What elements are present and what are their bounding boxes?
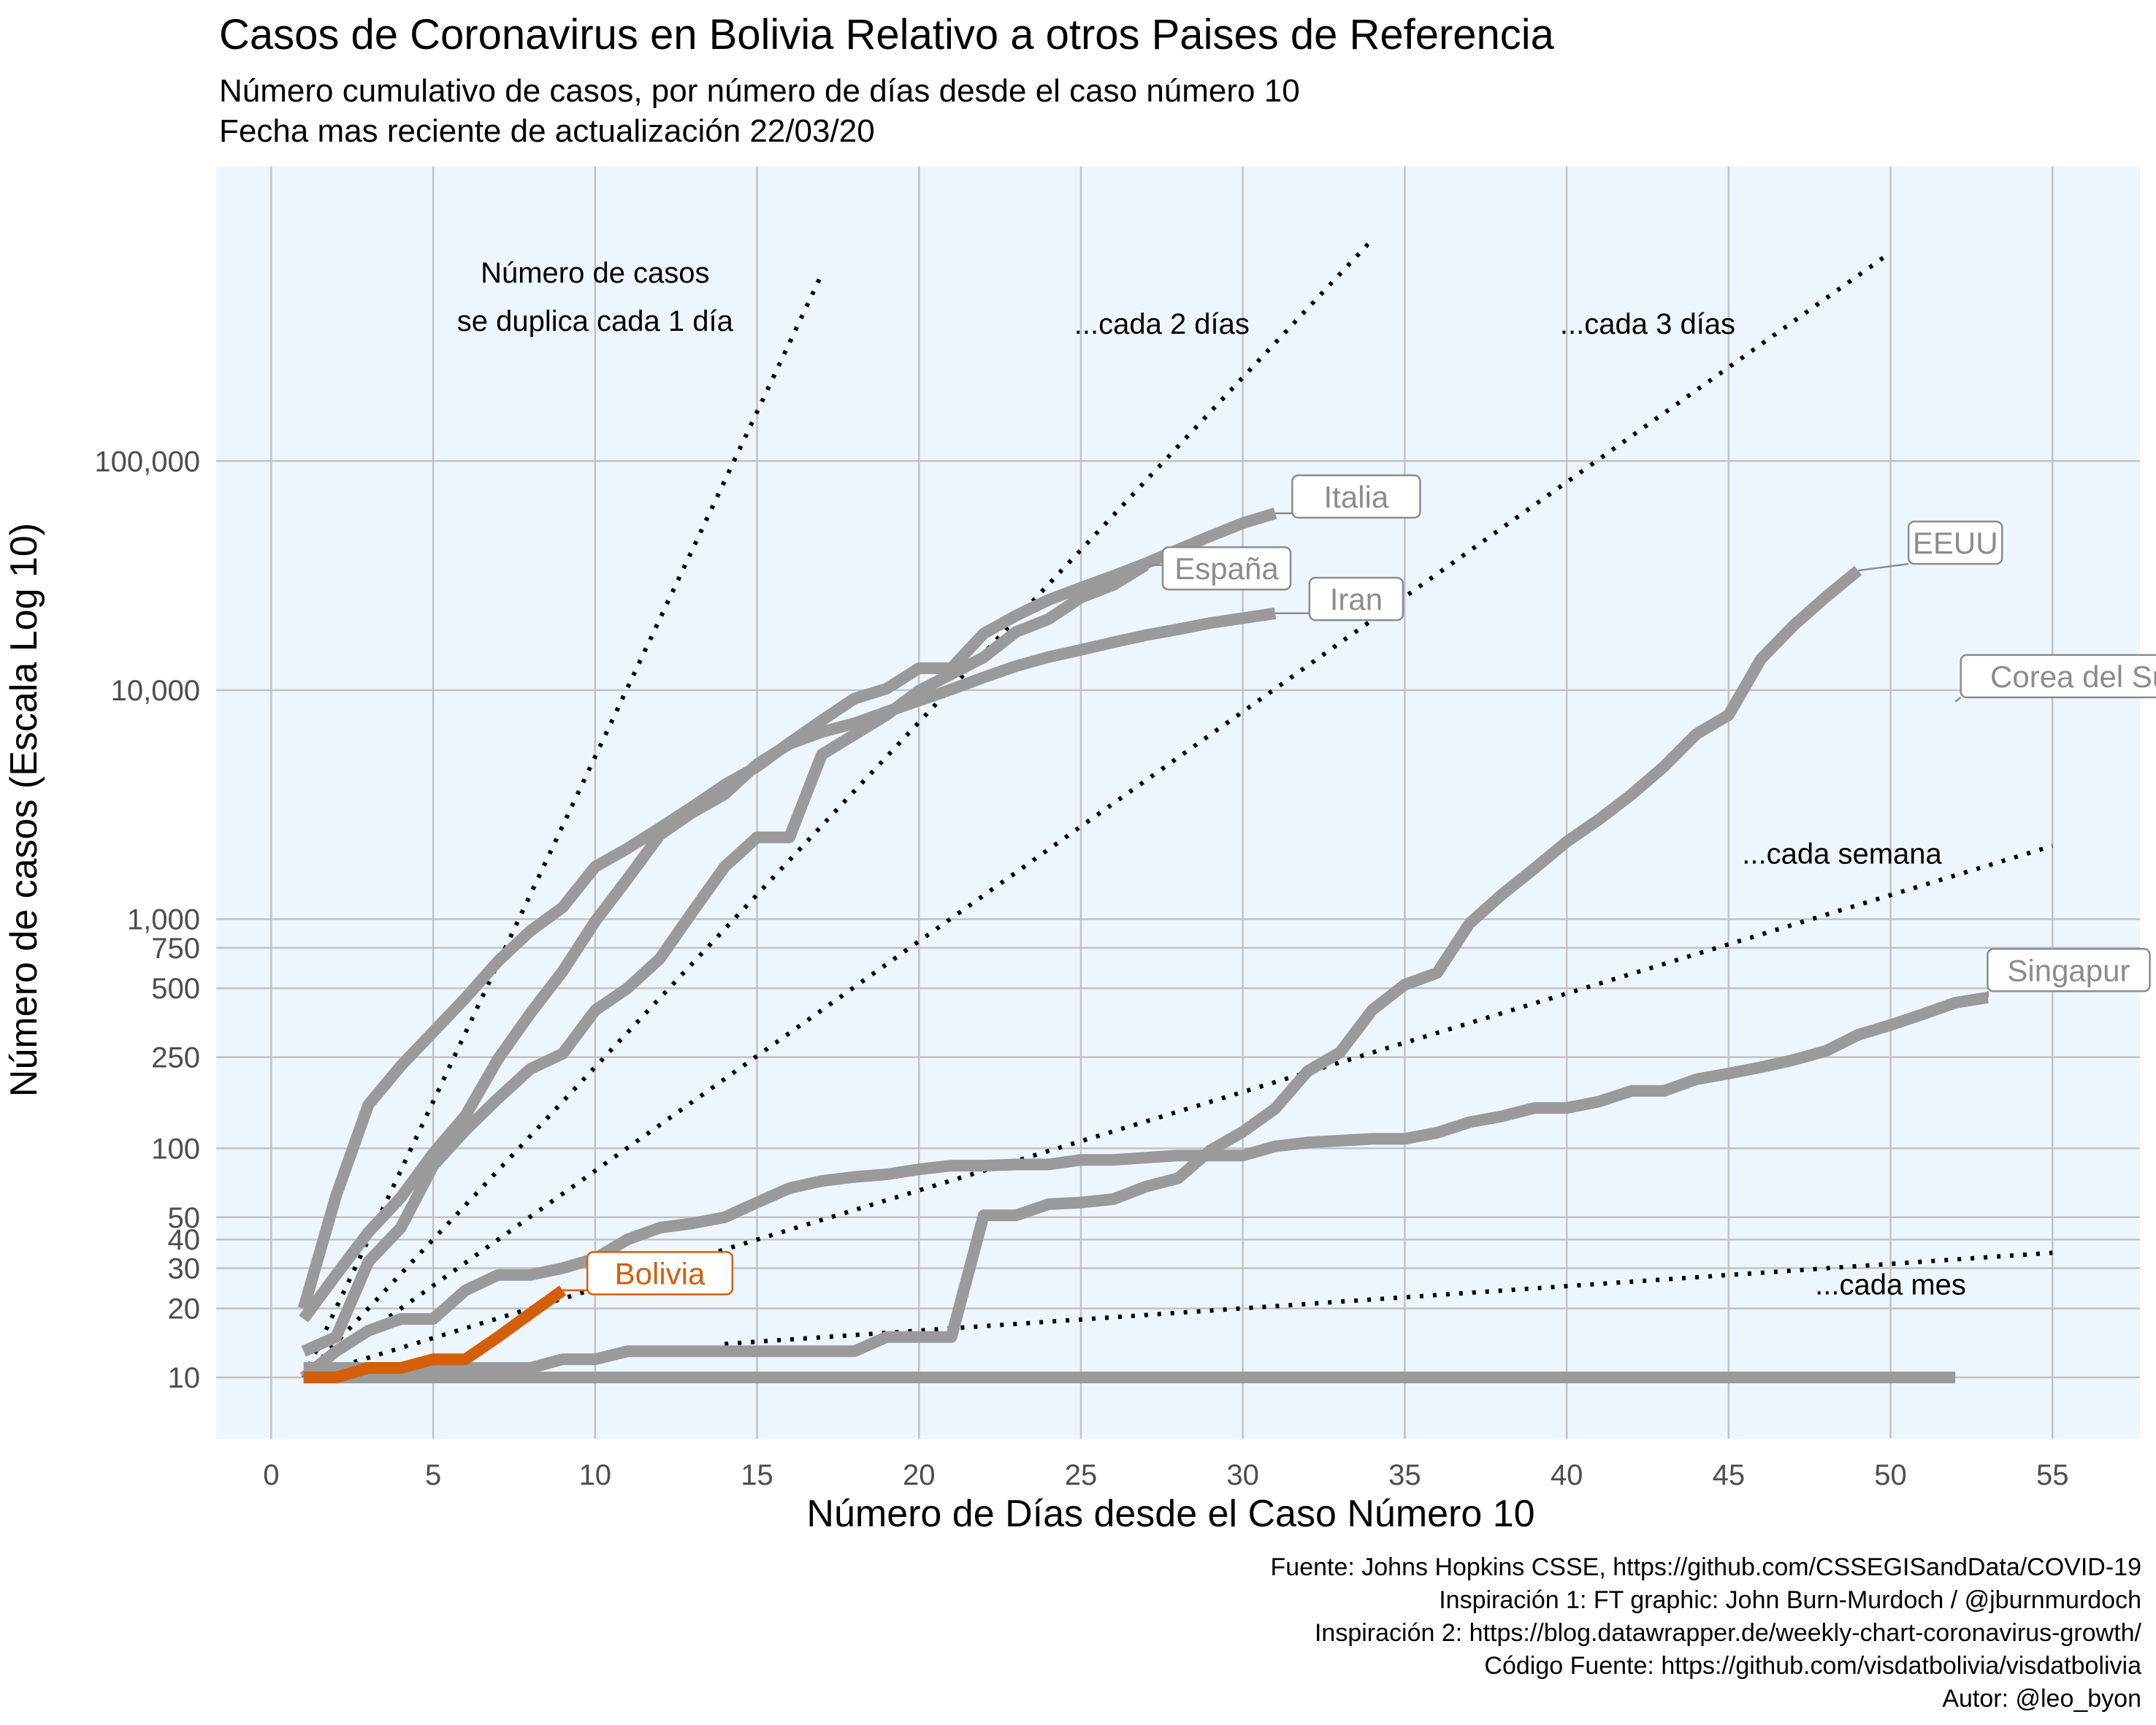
y-tick-label: 1,000: [127, 904, 200, 936]
x-tick-label: 35: [1388, 1459, 1421, 1491]
caption: Fuente: Johns Hopkins CSSE, https://gith…: [1271, 1551, 2141, 1716]
caption-code: Código Fuente: https://github.com/visdat…: [1484, 1652, 2141, 1680]
chart-subtitle-line1: Número cumulativo de casos, por número d…: [219, 73, 1300, 109]
series-line-singapur: [299, 992, 1989, 1382]
series-label-singapur: Singapur: [2007, 953, 2130, 987]
y-tick-label: 750: [151, 933, 200, 965]
reference-label-line: Número de casos: [481, 257, 709, 289]
reference-label-line: se duplica cada 1 día: [457, 305, 734, 337]
x-tick-label: 20: [903, 1459, 936, 1491]
reference-label: ...cada 3 días: [1560, 308, 1735, 340]
series-label-eeuu: EEUU: [1913, 526, 1998, 560]
reference-label: Número de casos se duplica cada 1 día: [457, 257, 734, 337]
reference-label: ...cada 2 días: [1074, 308, 1250, 340]
series-label-leader: [1858, 562, 1909, 572]
reference-label: ...cada semana: [1742, 838, 1942, 870]
caption-inspiration-2: Inspiración 2: https://blog.datawrapper.…: [1314, 1619, 2141, 1647]
caption-inspiration-1: Inspiración 1: FT graphic: John Burn-Mur…: [1439, 1586, 2141, 1614]
x-tick-label: 25: [1065, 1459, 1098, 1491]
chart-title: Casos de Coronavirus en Bolivia Relativo…: [219, 11, 1554, 58]
y-tick-label: 100: [151, 1133, 200, 1165]
x-tick-label: 10: [579, 1459, 612, 1491]
y-tick-label: 100,000: [94, 445, 200, 478]
y-tick-label: 250: [151, 1042, 200, 1074]
reference-label-line: ...cada 2 días: [1074, 308, 1250, 340]
series-label-box: [1987, 948, 2151, 992]
series-line-españa: [301, 559, 1149, 1357]
caption-source: Fuente: Johns Hopkins CSSE, https://gith…: [1270, 1553, 2141, 1581]
series-label-italia: Italia: [1324, 480, 1389, 514]
series-line-eeuu: [303, 566, 1862, 1374]
x-tick-label: 45: [1713, 1459, 1746, 1491]
x-tick-label: 50: [1874, 1459, 1907, 1491]
series-label-box: [1907, 520, 2003, 565]
reference-label: ...cada mes: [1815, 1269, 1966, 1301]
series-line-iran: [299, 607, 1277, 1323]
series-label-bolivia: Bolivia: [615, 1256, 706, 1290]
caption-author: Autor: @leo_byon: [1942, 1685, 2141, 1713]
series-label-corea-del-sur: Corea del Sur: [1990, 659, 2156, 694]
series-label-box: [1308, 576, 1404, 621]
reference-label-line: ...cada mes: [1815, 1269, 1966, 1301]
plot-panel: [216, 167, 2140, 1439]
x-tick-label: 40: [1551, 1459, 1583, 1491]
series-label-box: [1291, 474, 1421, 519]
y-tick-label: 40: [168, 1224, 201, 1256]
reference-label-line: ...cada semana: [1742, 838, 1942, 870]
y-axis-title: Número de casos (Escala Log 10): [3, 523, 45, 1097]
x-axis-title: Número de Días desde el Caso Número 10: [806, 1493, 1534, 1535]
y-tick-label: 50: [168, 1202, 201, 1234]
chart-subtitle-line2: Fecha mas reciente de actualización 22/0…: [219, 113, 875, 149]
series-label-box: [586, 1251, 734, 1296]
x-tick-label: 0: [263, 1459, 279, 1491]
y-tick-label: 20: [168, 1293, 201, 1326]
reference-line-1-d-a: [302, 272, 824, 1379]
series-label-leader: [1954, 696, 1962, 703]
x-tick-label: 15: [741, 1459, 773, 1491]
series-label-box: [1960, 654, 2156, 699]
x-tick-label: 5: [425, 1459, 441, 1491]
series-label-iran: Iran: [1330, 582, 1383, 616]
y-tick-label: 30: [168, 1252, 201, 1285]
reference-label-line: ...cada 3 días: [1560, 308, 1735, 340]
y-tick-label: 10,000: [111, 675, 200, 707]
x-tick-label: 55: [2036, 1459, 2069, 1491]
x-tick-label: 30: [1226, 1459, 1259, 1491]
series-label-box: [1161, 546, 1292, 591]
y-tick-label: 500: [151, 973, 200, 1005]
y-tick-label: 10: [168, 1362, 201, 1394]
series-line-bolivia: [303, 1285, 567, 1384]
series-label-españa: España: [1174, 551, 1279, 586]
